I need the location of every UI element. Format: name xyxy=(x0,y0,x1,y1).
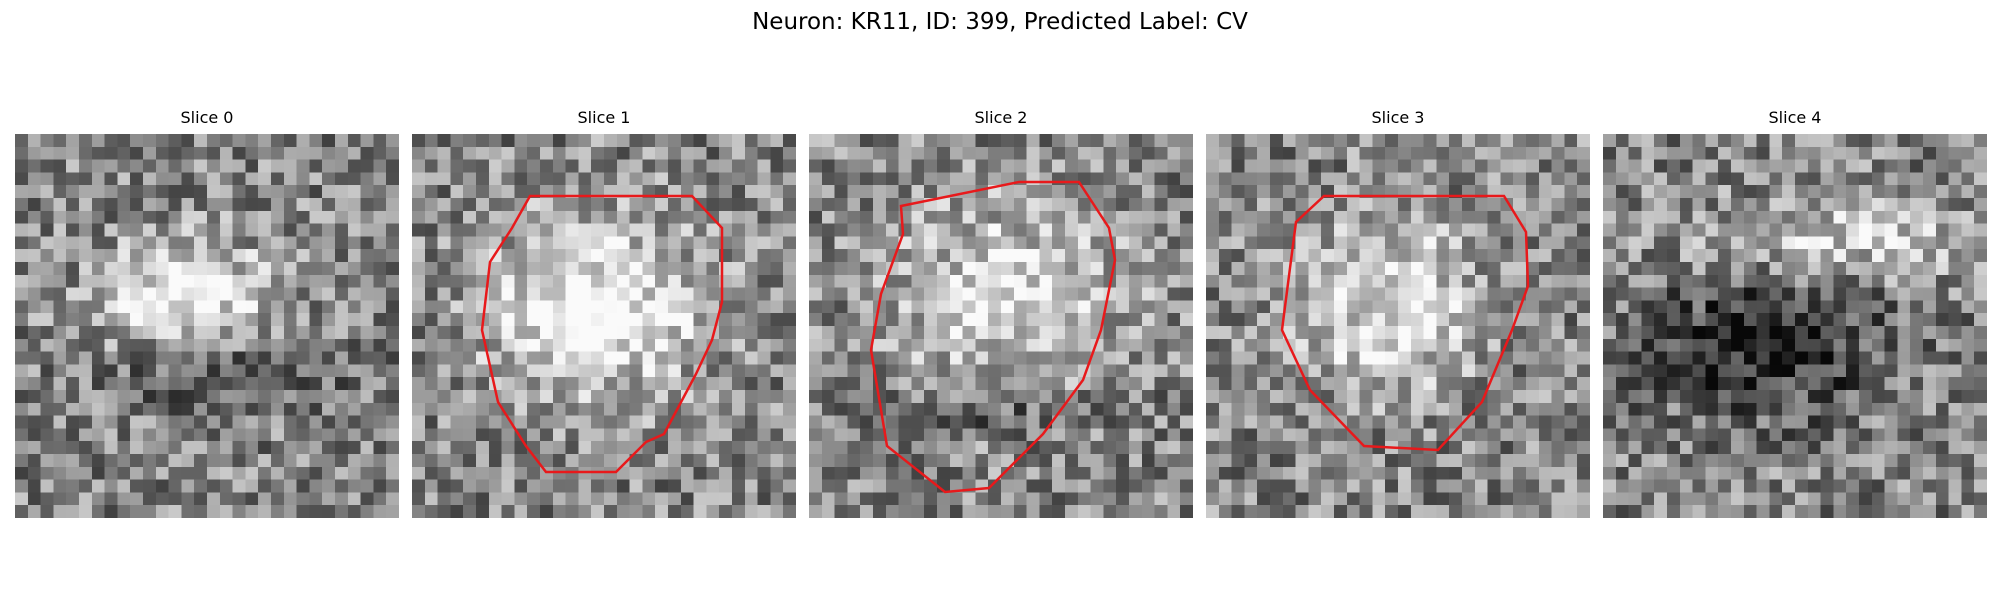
slice-image xyxy=(412,134,796,518)
slice-panel-2: Slice 2 xyxy=(809,108,1193,518)
segmentation-contour xyxy=(480,194,724,474)
slice-image xyxy=(15,134,399,518)
slice-image xyxy=(1206,134,1590,518)
slice-title: Slice 1 xyxy=(577,108,631,127)
slice-panel-1: Slice 1 xyxy=(412,108,796,518)
slice-panel-4: Slice 4 xyxy=(1603,108,1987,518)
slice-title: Slice 2 xyxy=(974,108,1028,127)
slice-image xyxy=(1603,134,1987,518)
slice-panel-3: Slice 3 xyxy=(1206,108,1590,518)
segmentation-contour xyxy=(1280,194,1530,452)
slice-title: Slice 0 xyxy=(180,108,234,127)
segmentation-contour xyxy=(869,180,1117,494)
slice-title: Slice 4 xyxy=(1768,108,1822,127)
slice-image xyxy=(809,134,1193,518)
slice-panel-0: Slice 0 xyxy=(15,108,399,518)
slice-title: Slice 3 xyxy=(1371,108,1425,127)
figure-title: Neuron: KR11, ID: 399, Predicted Label: … xyxy=(752,9,1248,35)
